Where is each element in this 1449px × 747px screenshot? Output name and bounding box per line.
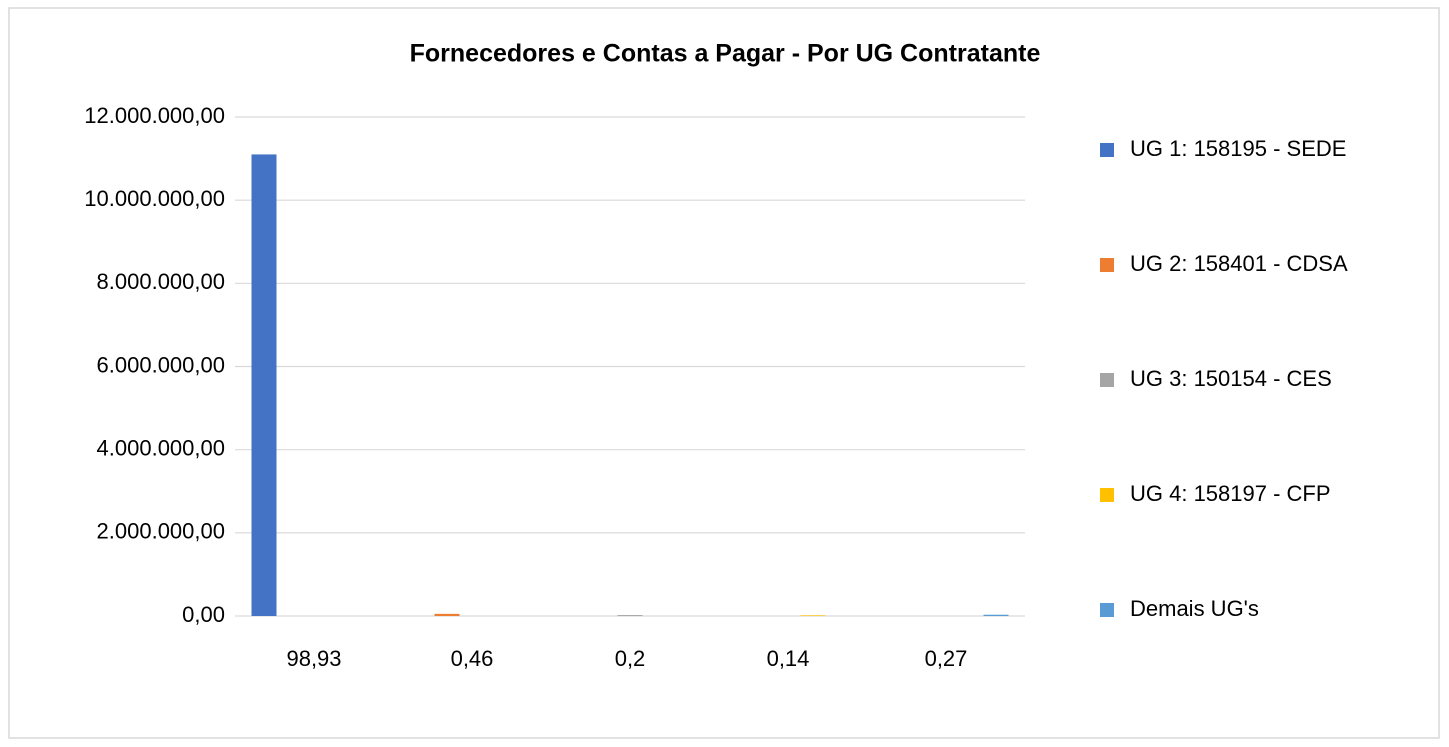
legend-label: UG 1: 158195 - SEDE xyxy=(1130,136,1346,161)
x-tick-label: 98,93 xyxy=(286,646,341,671)
y-tick-label: 6.000.000,00 xyxy=(97,352,225,377)
bar xyxy=(617,615,643,616)
legend-swatch xyxy=(1100,603,1114,617)
y-tick-label: 12.000.000,00 xyxy=(84,103,225,128)
legend-swatch xyxy=(1100,143,1114,157)
legend-swatch xyxy=(1100,258,1114,272)
legend-swatch xyxy=(1100,488,1114,502)
bar xyxy=(983,614,1009,616)
x-tick-label: 0,2 xyxy=(615,646,646,671)
legend-label: UG 2: 158401 - CDSA xyxy=(1130,251,1348,276)
bar xyxy=(800,615,826,616)
legend-swatch xyxy=(1100,373,1114,387)
y-tick-label: 4.000.000,00 xyxy=(97,435,225,460)
bar xyxy=(434,613,460,616)
legend-label: UG 3: 150154 - CES xyxy=(1130,366,1332,391)
x-tick-label: 0,27 xyxy=(925,646,968,671)
y-tick-label: 8.000.000,00 xyxy=(97,269,225,294)
x-tick-label: 0,46 xyxy=(451,646,494,671)
legend-label: UG 4: 158197 - CFP xyxy=(1130,481,1331,506)
x-tick-label: 0,14 xyxy=(767,646,810,671)
y-tick-label: 10.000.000,00 xyxy=(84,186,225,211)
y-tick-label: 2.000.000,00 xyxy=(97,519,225,544)
y-tick-label: 0,00 xyxy=(182,602,225,627)
bar xyxy=(251,154,277,617)
legend-label: Demais UG's xyxy=(1130,596,1259,621)
chart-title: Fornecedores e Contas a Pagar - Por UG C… xyxy=(410,40,1041,68)
